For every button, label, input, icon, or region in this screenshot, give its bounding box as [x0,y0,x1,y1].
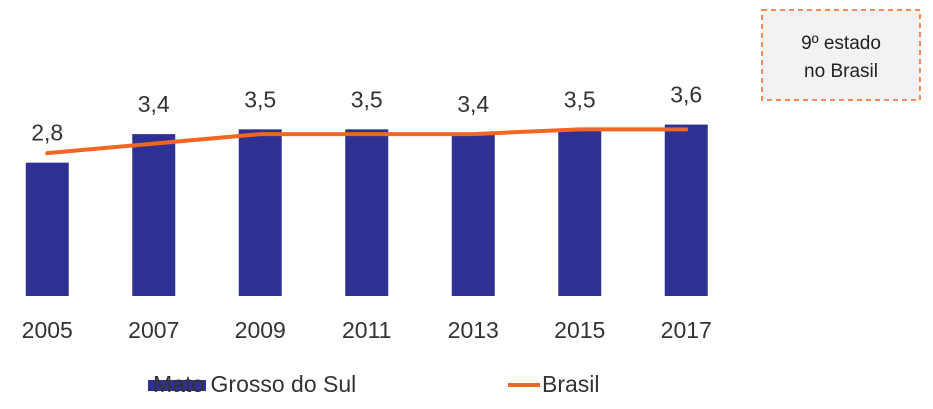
line [45,127,689,156]
x-tick-label: 2017 [661,317,712,343]
data-label: 3,4 [457,91,489,117]
bar [451,134,495,296]
annotation: 9º estado [801,33,881,54]
x-tick-label: 2009 [235,317,286,343]
annotation-box [761,9,921,101]
bar [25,162,69,296]
bar [664,124,708,296]
data-label: 3,6 [670,82,702,108]
data-label: 3,5 [564,86,596,112]
annotation: no Brasil [804,61,878,82]
x-tick-label: 2015 [554,317,605,343]
x-tick-label: 2013 [448,317,499,343]
data-label: 3,5 [244,86,276,112]
bar [558,129,602,296]
x-tick-label: 2005 [22,317,73,343]
legend-label: Brasil [542,371,600,397]
bar [238,129,282,296]
data-label: 3,5 [351,86,383,112]
bar [132,134,176,296]
data-label: 3,4 [138,91,170,117]
x-tick-label: 2011 [342,317,391,343]
data-label: 2,8 [31,120,63,146]
x-tick-label: 2007 [128,317,179,343]
legend-swatch [148,380,206,391]
legend-label: Mato Grosso do Sul [153,371,356,397]
bar [345,129,389,296]
